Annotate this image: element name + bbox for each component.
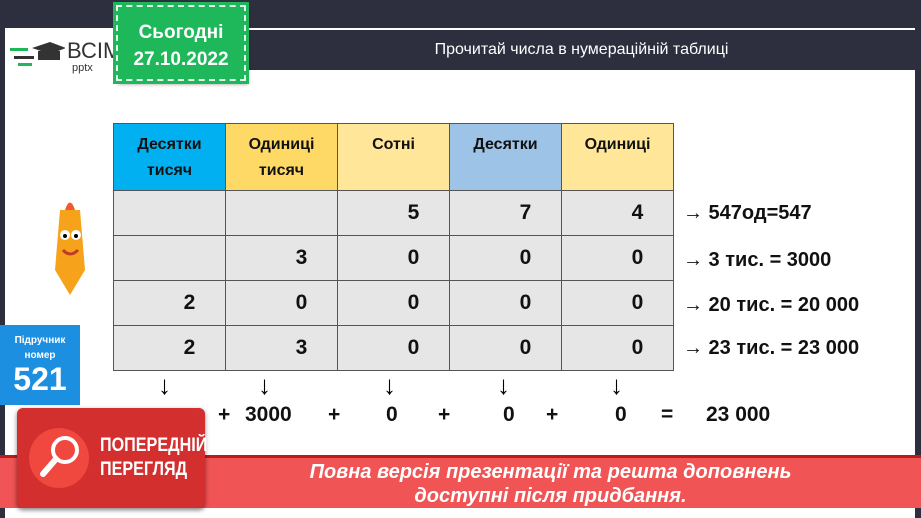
- expression-term: 23 000: [706, 403, 771, 426]
- header-cell: Одиниці тисяч: [225, 123, 338, 191]
- expression-term: 0: [503, 403, 515, 426]
- pencil-mascot-icon: [55, 202, 85, 295]
- down-arrow-icon: ↓: [383, 370, 396, 400]
- textbook-number-badge: Підручник номер 521: [0, 325, 80, 405]
- expression-term: 3000: [245, 403, 292, 426]
- result-text: → 547од=547: [683, 202, 812, 224]
- header-cell: Одиниці: [561, 123, 674, 191]
- expression-term: +: [328, 403, 341, 426]
- logo: ВСІМ pptx: [10, 36, 121, 76]
- result-text: → 23 тис. = 23 000: [683, 337, 860, 359]
- result-text: → 20 тис. = 20 000: [683, 294, 860, 316]
- header-cell: Сотні: [337, 123, 450, 191]
- down-arrow-icon: ↓: [258, 370, 271, 400]
- down-arrow-icon: ↓: [610, 370, 623, 400]
- preview-badge: ПОПЕРЕДНІЙ ПЕРЕГЛЯД: [17, 408, 207, 508]
- expression-term: +: [218, 403, 231, 426]
- graduation-cap-icon: [10, 42, 66, 66]
- slide-title: Прочитай числа в нумераційній таблиці: [248, 30, 915, 70]
- numeration-table: Десятки тисяч Одиниці тисяч Сотні Десятк…: [113, 123, 674, 371]
- expression-term: =: [661, 403, 674, 426]
- magnifier-icon: [40, 436, 79, 477]
- date-badge: Сьогодні 27.10.2022: [113, 2, 249, 84]
- expression-term: +: [438, 403, 451, 426]
- down-arrow-icon: ↓: [497, 370, 510, 400]
- expression-term: 0: [386, 403, 398, 426]
- header-cell: Десятки тисяч: [113, 123, 226, 191]
- header-cell: Десятки: [449, 123, 562, 191]
- expression-term: +: [546, 403, 559, 426]
- expression-term: 0: [615, 403, 627, 426]
- result-text: → 3 тис. = 3000: [683, 249, 832, 271]
- down-arrow-icon: ↓: [158, 370, 171, 400]
